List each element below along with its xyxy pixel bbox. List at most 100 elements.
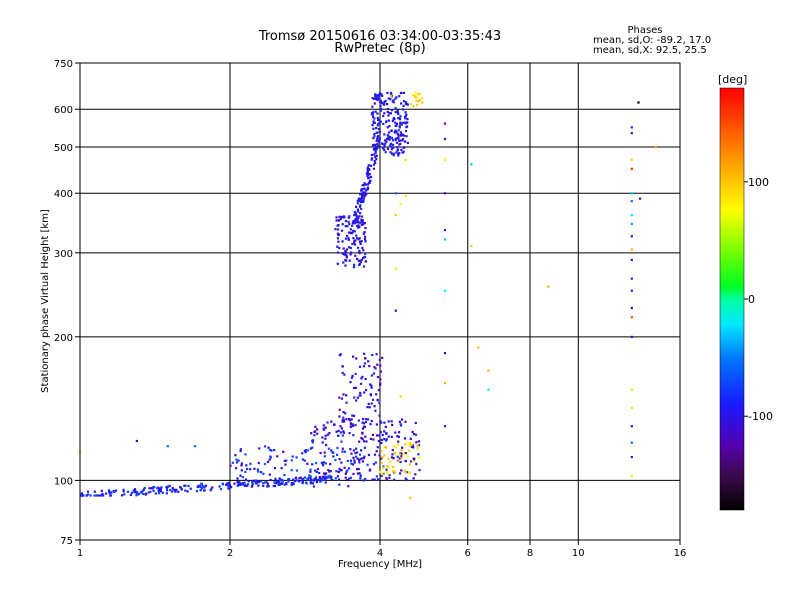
data-point bbox=[386, 473, 389, 476]
data-point bbox=[347, 238, 350, 241]
data-point bbox=[165, 486, 168, 489]
data-point bbox=[340, 397, 344, 400]
data-point bbox=[381, 433, 384, 437]
data-point bbox=[630, 235, 633, 238]
data-point bbox=[229, 485, 232, 488]
data-point bbox=[359, 204, 362, 207]
data-point bbox=[363, 446, 366, 449]
data-point bbox=[348, 477, 351, 480]
data-point bbox=[360, 436, 363, 440]
data-point bbox=[323, 428, 326, 431]
data-points bbox=[79, 91, 657, 499]
data-point bbox=[129, 493, 132, 496]
data-point bbox=[357, 216, 360, 219]
data-point bbox=[387, 466, 391, 469]
data-point bbox=[290, 481, 293, 485]
data-point bbox=[370, 153, 373, 156]
data-point bbox=[169, 488, 172, 492]
data-point bbox=[372, 144, 375, 147]
data-point bbox=[107, 489, 111, 492]
data-point bbox=[377, 144, 380, 147]
data-point bbox=[392, 457, 395, 460]
data-point bbox=[312, 485, 316, 488]
data-point bbox=[85, 494, 88, 497]
data-point bbox=[378, 358, 381, 361]
data-point bbox=[352, 355, 355, 358]
data-point bbox=[349, 381, 352, 384]
data-point bbox=[385, 120, 388, 123]
data-point bbox=[341, 419, 344, 422]
data-point bbox=[278, 482, 281, 485]
data-point bbox=[400, 134, 403, 137]
data-point bbox=[290, 459, 293, 462]
data-point bbox=[343, 373, 346, 376]
data-point bbox=[229, 464, 232, 467]
data-point bbox=[329, 463, 332, 466]
data-point bbox=[349, 459, 353, 462]
data-point bbox=[376, 142, 379, 145]
data-point bbox=[348, 215, 351, 218]
grid-lines bbox=[80, 63, 680, 540]
data-point bbox=[200, 487, 204, 490]
data-point bbox=[193, 445, 196, 448]
data-point bbox=[240, 462, 243, 465]
data-point bbox=[387, 420, 390, 423]
data-point bbox=[363, 238, 367, 241]
data-point bbox=[390, 93, 393, 96]
data-point bbox=[361, 219, 364, 222]
data-point bbox=[309, 470, 312, 473]
data-point bbox=[305, 481, 308, 484]
data-point bbox=[374, 156, 377, 159]
data-point bbox=[380, 450, 383, 453]
data-point bbox=[399, 472, 402, 475]
data-point bbox=[315, 462, 318, 465]
data-point bbox=[357, 419, 360, 422]
data-point bbox=[356, 257, 359, 260]
data-point bbox=[402, 452, 405, 456]
data-point bbox=[362, 191, 365, 194]
data-point bbox=[371, 157, 374, 160]
data-point bbox=[381, 473, 384, 476]
data-point bbox=[394, 110, 397, 114]
data-point bbox=[280, 478, 283, 481]
data-point bbox=[313, 477, 316, 480]
data-point bbox=[421, 97, 424, 100]
data-point bbox=[322, 472, 325, 475]
data-point bbox=[399, 452, 402, 455]
data-point bbox=[358, 459, 361, 462]
data-point bbox=[356, 237, 359, 240]
data-point bbox=[338, 467, 341, 470]
data-point bbox=[123, 493, 126, 496]
data-point bbox=[315, 481, 318, 484]
data-point bbox=[292, 483, 295, 486]
data-point bbox=[372, 120, 375, 123]
data-point bbox=[293, 480, 296, 483]
data-point bbox=[630, 335, 633, 338]
data-point bbox=[385, 432, 388, 435]
data-point bbox=[375, 127, 378, 130]
data-point bbox=[335, 216, 338, 219]
data-point bbox=[396, 137, 399, 140]
data-point bbox=[240, 464, 243, 467]
data-point bbox=[385, 438, 388, 441]
data-point bbox=[400, 123, 403, 126]
data-point bbox=[630, 222, 633, 226]
data-point bbox=[257, 470, 260, 473]
data-point bbox=[100, 489, 103, 492]
data-point bbox=[365, 189, 368, 192]
data-point bbox=[171, 487, 174, 490]
data-point bbox=[130, 491, 134, 494]
data-point bbox=[410, 445, 413, 448]
data-point bbox=[387, 435, 390, 438]
data-point bbox=[355, 234, 358, 237]
data-point bbox=[321, 441, 324, 444]
data-point bbox=[359, 394, 362, 397]
data-point bbox=[381, 456, 384, 459]
data-point bbox=[416, 444, 419, 447]
data-point bbox=[363, 182, 366, 185]
data-point bbox=[630, 167, 633, 170]
data-point bbox=[409, 460, 413, 463]
data-point bbox=[378, 414, 381, 417]
data-point bbox=[353, 214, 356, 217]
data-point bbox=[366, 166, 369, 169]
